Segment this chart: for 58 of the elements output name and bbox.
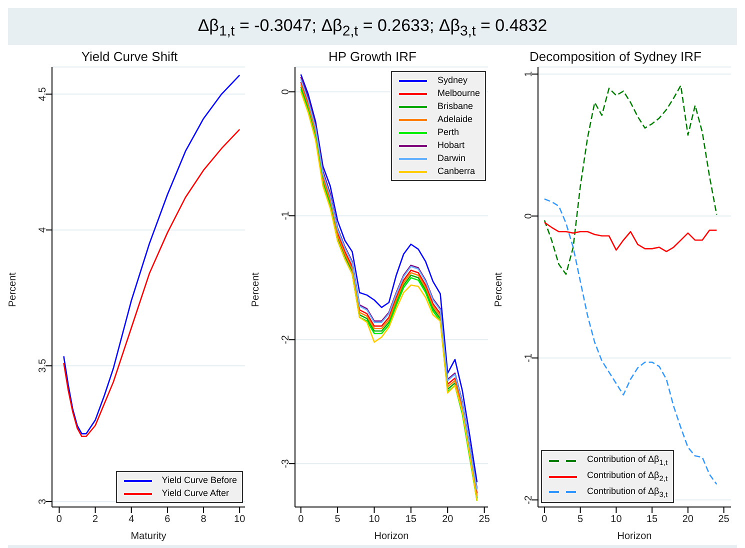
y-axis-title: Percent (494, 272, 505, 308)
legend-label: Contribution of Δβ$_{1,t}$ (587, 453, 668, 469)
x-axis-title: Maturity (130, 531, 166, 542)
y-tick-label: 1 (524, 71, 535, 78)
chart-title: Decomposition of Sydney IRF (528, 49, 702, 64)
chart-title: Yield Curve Shift (80, 49, 179, 64)
x-tick-label: 20 (682, 514, 694, 526)
x-tick-label: 5 (334, 514, 341, 526)
x-tick-label: 0 (56, 514, 62, 526)
legend-label: Sydney (437, 74, 468, 88)
y-tick-label: -1 (524, 353, 535, 363)
x-tick-label: 4 (128, 514, 135, 526)
x-tick-label: 5 (578, 514, 584, 526)
line-series (63, 129, 240, 438)
x-tick-label: 25 (718, 514, 730, 526)
legend-label: Brisbane (437, 100, 473, 114)
x-tick-label: 0 (298, 514, 304, 526)
x-tick-label: 10 (368, 514, 380, 526)
y-axis-title: Percent (250, 272, 262, 308)
x-tick-label: 8 (200, 514, 207, 526)
y-axis-title: Percent (8, 272, 19, 308)
legend-label: Adelaide (437, 113, 472, 126)
line-series (544, 198, 718, 486)
x-axis-title: Horizon (617, 531, 652, 542)
x-tick-label: 10 (610, 514, 622, 526)
legend-label: Hobart (437, 139, 464, 152)
x-axis-title: Horizon (374, 531, 409, 542)
legend-label: Darwin (437, 152, 466, 166)
legend-label: Yield Curve Before (162, 474, 237, 488)
x-tick-label: 2 (92, 514, 99, 526)
x-tick-label: 20 (442, 514, 454, 526)
y-tick-label: 0 (524, 213, 535, 220)
x-tick-label: 15 (405, 514, 417, 526)
legend-label: Canberra (437, 165, 475, 178)
y-tick-label: -3 (280, 459, 292, 468)
y-tick-label: -2 (524, 495, 535, 505)
line-series (63, 74, 240, 435)
legend-label: Contribution of Δβ$_{2,t}$ (587, 468, 668, 485)
y-tick-label: 4.5 (38, 87, 49, 102)
y-tick-label: -2 (280, 335, 292, 345)
legend-label: Perth (437, 126, 459, 140)
y-tick-label: 0 (280, 88, 292, 95)
x-tick-label: 6 (164, 514, 171, 526)
y-tick-label: -1 (280, 211, 292, 221)
x-tick-label: 0 (542, 514, 548, 526)
line-series (544, 85, 718, 276)
legend-label: Yield Curve After (162, 487, 229, 500)
y-tick-label: 3 (38, 498, 49, 505)
chart-title: HP Growth IRF (328, 49, 418, 64)
text: Δβ$_{1,t}$ = -0.3047; Δβ$_{2,t}$ = 0.2633; Δβ$_{3,t}$ = 0.4832 (196, 15, 548, 42)
x-tick-label: 15 (646, 514, 658, 526)
y-tick-label: 4 (38, 227, 49, 234)
y-tick-label: 3.5 (38, 358, 49, 374)
line-series (544, 222, 718, 253)
x-tick-label: 25 (478, 514, 490, 526)
legend-label: Melbourne (437, 87, 480, 100)
x-tick-label: 10 (234, 514, 246, 526)
legend-label: Contribution of Δβ$_{3,t}$ (587, 484, 668, 500)
